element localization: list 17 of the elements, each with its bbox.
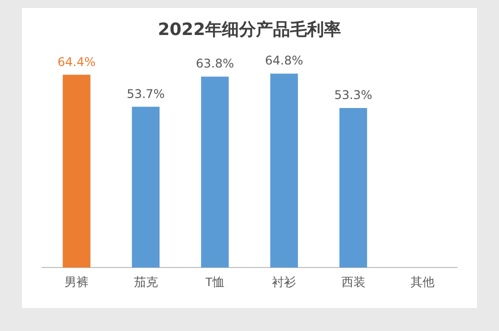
data-label: 64.4% (58, 54, 96, 69)
data-label: 53.3% (334, 88, 372, 102)
data-label: 53.7% (126, 86, 165, 101)
bar (62, 74, 90, 268)
chart-title: 2022年细分产品毛利率 (156, 19, 342, 41)
bar (132, 106, 160, 268)
x-tick-label: 其他 (410, 275, 434, 290)
x-tick-label: 衬衫 (272, 275, 296, 290)
data-label: 63.8% (196, 56, 234, 71)
x-tick-label: 茄克 (134, 275, 158, 290)
bar (270, 74, 298, 268)
bar (201, 76, 229, 268)
bar (339, 108, 368, 268)
x-tick-label: 西装 (341, 275, 366, 290)
x-tick-label: T恤 (205, 275, 225, 290)
data-label: 64.8% (265, 54, 304, 68)
x-tick-label: 男裤 (64, 275, 89, 290)
